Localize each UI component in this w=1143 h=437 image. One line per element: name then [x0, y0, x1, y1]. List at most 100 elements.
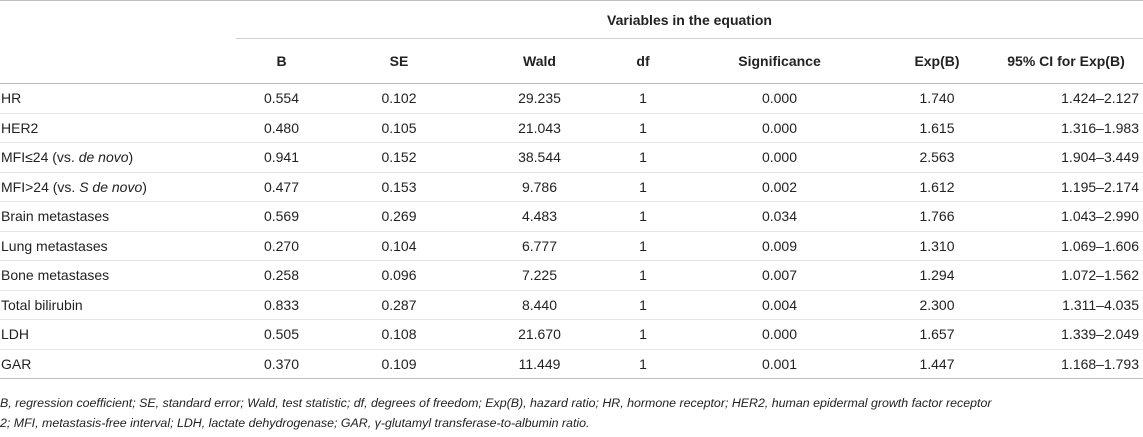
cell-significance: 0.000 — [678, 113, 881, 143]
row-label-part: Bone metastases — [1, 267, 110, 284]
cell-se: 0.096 — [327, 260, 471, 291]
cell-df: 1 — [608, 83, 678, 114]
cell-wald: 8.440 — [471, 290, 608, 320]
cell-expb: 1.740 — [881, 83, 993, 114]
row-label-part: S de novo — [79, 178, 143, 195]
cell-b: 0.505 — [236, 319, 327, 350]
cell-significance: 0.000 — [678, 83, 881, 114]
cell-df: 1 — [608, 142, 678, 173]
cell-wald: 29.235 — [471, 83, 608, 114]
row-label: Total bilirubin — [0, 290, 236, 320]
cell-ci: 1.311–4.035 — [993, 290, 1143, 320]
cell-df: 1 — [608, 319, 678, 350]
row-label: Lung metastases — [0, 231, 236, 261]
cell-wald: 7.225 — [471, 260, 608, 291]
row-label: HER2 — [0, 113, 236, 143]
col-header-b: B — [236, 38, 327, 84]
cell-se: 0.108 — [327, 319, 471, 350]
row-label-part: ) — [128, 149, 134, 166]
cell-b: 0.833 — [236, 290, 327, 320]
row-label-part: de novo — [78, 149, 129, 166]
cell-significance: 0.000 — [678, 142, 881, 173]
cell-df: 1 — [608, 231, 678, 261]
cell-expb: 1.447 — [881, 349, 993, 379]
row-label: HR — [0, 83, 236, 114]
table-row: HR 0.554 0.102 29.235 1 0.000 1.740 1.424–2.127 — [0, 83, 1143, 114]
cell-b: 0.480 — [236, 113, 327, 143]
row-label-part: MFI≤24 (vs. — [1, 149, 79, 166]
col-header-wald: Wald — [471, 38, 608, 84]
table-row: GAR 0.370 0.109 11.449 1 0.001 1.447 1.168–1.79… — [0, 349, 1143, 379]
cell-expb: 1.612 — [881, 172, 993, 202]
cell-expb: 1.294 — [881, 260, 993, 291]
cell-se: 0.153 — [327, 172, 471, 202]
cell-wald: 38.544 — [471, 142, 608, 173]
regression-table: Variables in the equation B SE Wald df S… — [0, 0, 1143, 379]
cell-significance: 0.009 — [678, 231, 881, 261]
cell-wald: 21.043 — [471, 113, 608, 143]
row-label-part: HER2 — [1, 119, 39, 136]
table-body: HR 0.554 0.102 29.235 1 0.000 1.740 1.424–2.127… — [0, 83, 1143, 379]
row-label: LDH — [0, 319, 236, 350]
col-header-df: df — [608, 38, 678, 84]
col-header-expb: Exp(B) — [881, 38, 993, 84]
table-row: Bone metastases 0.258 0.096 7.225 1 0.007 1.29… — [0, 260, 1143, 291]
group-header-row: Variables in the equation — [0, 0, 1143, 39]
col-header-ci: 95% CI for Exp(B) — [993, 38, 1143, 84]
row-label: GAR — [0, 349, 236, 379]
cell-expb: 1.766 — [881, 201, 993, 232]
footnote-line-1: B, regression coefficient; SE, standard … — [0, 396, 992, 410]
cell-significance: 0.002 — [678, 172, 881, 202]
cell-ci: 1.316–1.983 — [993, 113, 1143, 143]
cell-wald: 9.786 — [471, 172, 608, 202]
corner-cell — [0, 0, 236, 39]
cell-df: 1 — [608, 349, 678, 379]
row-label-part: HR — [1, 90, 22, 107]
cell-ci: 1.069–1.606 — [993, 231, 1143, 261]
footnote-line-2: 2; MFI, metastasis-free interval; LDH, l… — [0, 416, 590, 430]
table-row: HER2 0.480 0.105 21.043 1 0.000 1.615 1.316–1.9… — [0, 113, 1143, 143]
cell-expb: 1.615 — [881, 113, 993, 143]
table-row: Brain metastases 0.569 0.269 4.483 1 0.034 1.7… — [0, 201, 1143, 232]
cell-ci: 1.043–2.990 — [993, 201, 1143, 232]
cell-se: 0.287 — [327, 290, 471, 320]
cell-significance: 0.000 — [678, 319, 881, 350]
row-label-part: GAR — [1, 355, 32, 372]
cell-df: 1 — [608, 290, 678, 320]
table-footnote: B, regression coefficient; SE, standard … — [0, 393, 1140, 433]
cell-wald: 6.777 — [471, 231, 608, 261]
row-label-part: LDH — [1, 326, 30, 343]
row-label-part: ) — [142, 178, 147, 195]
cell-expb: 2.300 — [881, 290, 993, 320]
col-header-significance: Significance — [678, 38, 881, 84]
cell-b: 0.941 — [236, 142, 327, 173]
cell-ci: 1.195–2.174 — [993, 172, 1143, 202]
cell-ci: 1.339–2.049 — [993, 319, 1143, 350]
cell-significance: 0.034 — [678, 201, 881, 232]
row-label: Brain metastases — [0, 201, 236, 232]
cell-ci: 1.904–3.449 — [993, 142, 1143, 173]
cell-df: 1 — [608, 260, 678, 291]
col-header-se: SE — [327, 38, 471, 84]
cell-wald: 11.449 — [471, 349, 608, 379]
cell-expb: 1.657 — [881, 319, 993, 350]
cell-se: 0.152 — [327, 142, 471, 173]
cell-b: 0.258 — [236, 260, 327, 291]
column-header-row: B SE Wald df Significance Exp(B) 95% CI … — [0, 38, 1143, 84]
cell-ci: 1.072–1.562 — [993, 260, 1143, 291]
row-label-part: MFI>24 (vs. — [1, 178, 80, 195]
cell-df: 1 — [608, 201, 678, 232]
cell-wald: 21.670 — [471, 319, 608, 350]
cell-b: 0.270 — [236, 231, 327, 261]
cell-b: 0.554 — [236, 83, 327, 114]
cell-ci: 1.168–1.793 — [993, 349, 1143, 379]
cell-se: 0.105 — [327, 113, 471, 143]
cell-se: 0.104 — [327, 231, 471, 261]
cell-significance: 0.007 — [678, 260, 881, 291]
row-label-part: Brain metastases — [1, 208, 110, 225]
row-label-part: Total bilirubin — [1, 296, 83, 313]
cell-expb: 1.310 — [881, 231, 993, 261]
cell-significance: 0.001 — [678, 349, 881, 379]
cell-wald: 4.483 — [471, 201, 608, 232]
table-row: MFI>24 (vs. S de novo) 0.477 0.153 9.786 1 0.… — [0, 172, 1143, 202]
